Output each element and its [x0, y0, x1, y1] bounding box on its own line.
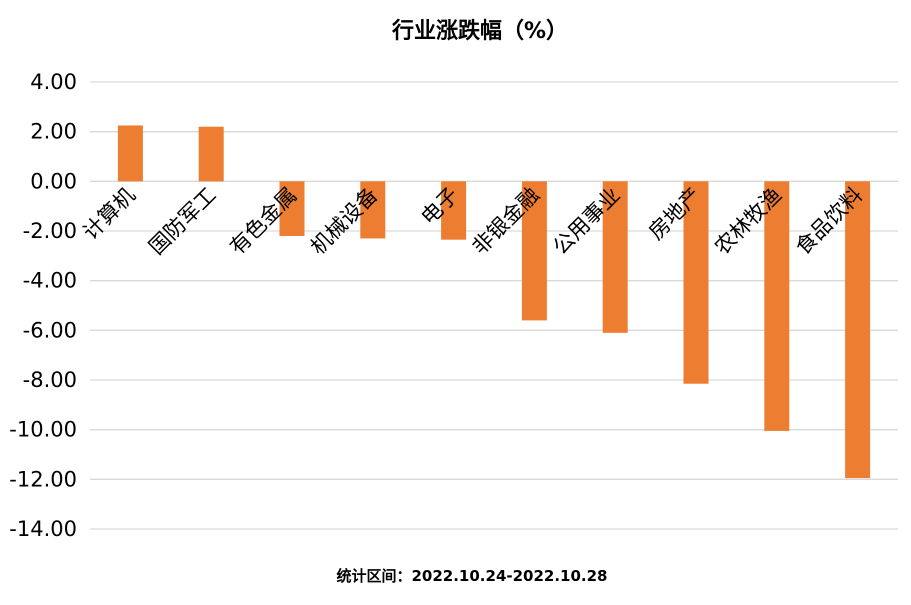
bars [117, 125, 871, 479]
y-tick-label: -4.00 [23, 269, 77, 293]
bar [360, 181, 386, 239]
y-tick-label: 4.00 [30, 70, 77, 94]
bar [602, 181, 628, 333]
y-tick-label: -6.00 [23, 318, 77, 342]
bar [683, 181, 709, 384]
y-tick-label: -10.00 [9, 418, 77, 442]
gridlines [90, 81, 898, 530]
y-axis-ticks: 4.00 2.00 0.00 -2.00 -4.00 -6.00 -8.00 -10.00 -1… [9, 70, 77, 541]
y-tick-label: -12.00 [9, 467, 77, 491]
chart-title: 行业涨跌幅（%） [391, 18, 568, 44]
bar [117, 125, 143, 182]
bar [764, 181, 790, 431]
bar [198, 126, 224, 182]
y-tick-label: 2.00 [30, 120, 77, 144]
bar [441, 181, 467, 240]
category-labels: 计算机 国防军工 有色金属 机械设备 电子 非银金融 公用事业 房地产 农林牧渔 食品饮料 [78, 183, 867, 259]
category-label: 计算机 [78, 183, 140, 245]
y-tick-label: -8.00 [23, 368, 77, 392]
category-label: 国防军工 [144, 183, 220, 259]
y-tick-label: -14.00 [9, 517, 77, 541]
bar [279, 181, 305, 236]
bar [521, 181, 547, 321]
y-tick-label: -2.00 [23, 219, 77, 243]
footnote: 统计区间：2022.10.24-2022.10.28 [336, 567, 607, 585]
bar [845, 181, 871, 479]
y-tick-label: 0.00 [30, 169, 77, 193]
